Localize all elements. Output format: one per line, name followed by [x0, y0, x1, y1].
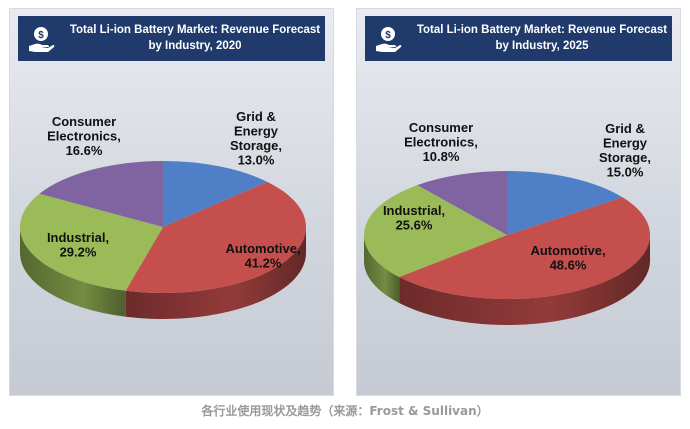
pie-slice-consumer-electronics: [417, 171, 507, 235]
pie-side-automotive: [125, 227, 306, 319]
chart-title-line: by Industry, 2020: [148, 40, 242, 52]
slice-label-consumer-electronics: Consumer Electronics, 10.8%: [404, 120, 478, 164]
slice-label-industrial: Industrial, 29.2%: [47, 230, 109, 260]
chart-panel-2020: $ Total Li-ion Battery Market: Revenue F…: [10, 9, 333, 395]
chart-header: $ Total Li-ion Battery Market: Revenue F…: [18, 16, 325, 61]
slice-label-automotive: Automotive, 48.6%: [530, 243, 605, 273]
pie-side-industrial: [364, 235, 400, 304]
figure-caption: 各行业使用现状及趋势（来源：Frost & Sullivan）: [201, 404, 489, 418]
money-hand-icon: $: [18, 16, 63, 61]
slice-label-industrial: Industrial, 25.6%: [383, 203, 445, 233]
pie-slice-automotive: [399, 197, 650, 299]
slice-label-consumer-electronics: Consumer Electronics, 16.6%: [47, 114, 121, 158]
pie-slice-grid-energy-storage: [163, 161, 268, 227]
chart-title: Total Li-ion Battery Market: Revenue For…: [415, 22, 669, 54]
pie-side-industrial: [20, 227, 126, 317]
pie-slice-consumer-electronics: [39, 161, 163, 227]
pie-slice-industrial: [19, 193, 163, 291]
money-hand-icon: $: [365, 16, 410, 61]
pie-slice-industrial: [363, 185, 507, 278]
pie-side-automotive: [399, 235, 650, 325]
slice-label-grid-energy-storage: Grid & Energy Storage, 13.0%: [230, 109, 282, 168]
pie-slice-grid-energy-storage: [507, 171, 623, 235]
pie-chart-2020: Grid & Energy Storage, 13.0% Automotive, 41.2…: [19, 109, 306, 319]
chart-title-line: Total Li-ion Battery Market: Revenue For…: [69, 24, 321, 36]
chart-header: $ Total Li-ion Battery Market: Revenue F…: [365, 16, 672, 61]
chart-title-line: Total Li-ion Battery Market: Revenue For…: [416, 24, 668, 36]
pie-slice-automotive: [125, 181, 306, 293]
svg-text:$: $: [385, 30, 391, 41]
pie-chart-2025: Grid & Energy Storage, 15.0% Automotive, 48.6…: [363, 120, 651, 325]
slice-label-grid-energy-storage: Grid & Energy Storage, 15.0%: [599, 121, 651, 180]
svg-text:$: $: [38, 30, 44, 41]
chart-panel-2025: $ Total Li-ion Battery Market: Revenue F…: [357, 9, 680, 395]
slice-label-automotive: Automotive, 41.2%: [225, 241, 300, 271]
chart-title: Total Li-ion Battery Market: Revenue For…: [68, 22, 322, 54]
chart-title-line: by Industry, 2025: [495, 40, 589, 52]
